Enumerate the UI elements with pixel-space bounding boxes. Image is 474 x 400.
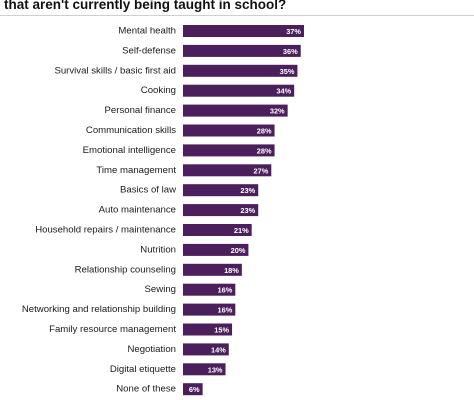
value-label: 16% [218, 286, 233, 295]
bar [183, 124, 275, 137]
category-label: Digital etiquette [110, 364, 176, 375]
value-label: 27% [253, 166, 268, 175]
bar [183, 303, 236, 316]
category-label: Self-defense [122, 45, 176, 56]
bar [183, 343, 229, 356]
value-label: 28% [257, 127, 272, 136]
value-label: 6% [189, 385, 200, 394]
value-label: 35% [280, 67, 295, 76]
value-label: 32% [270, 107, 285, 116]
bar [183, 243, 249, 256]
bar [183, 64, 298, 77]
category-label: Survival skills / basic first aid [54, 65, 176, 76]
category-label: Basics of law [120, 185, 176, 196]
value-label: 21% [234, 226, 249, 235]
value-label: 36% [283, 47, 298, 56]
bar [183, 25, 304, 37]
title-divider [0, 15, 474, 16]
category-label: Time management [96, 165, 176, 176]
bar [183, 263, 242, 276]
value-label: 34% [276, 87, 291, 96]
category-label: Sewing [145, 284, 176, 295]
value-label: 23% [240, 206, 255, 215]
bar [183, 164, 272, 177]
value-label: 16% [218, 306, 233, 315]
bar [183, 184, 259, 197]
category-label: Networking and relationship building [22, 304, 176, 315]
bar [183, 383, 203, 396]
category-label: None of these [116, 384, 176, 395]
category-label: Negotiation [127, 344, 176, 355]
value-label: 37% [286, 27, 301, 36]
value-label: 20% [231, 246, 246, 255]
bar [183, 104, 288, 117]
value-label: 13% [208, 365, 223, 374]
category-label: Household repairs / maintenance [35, 225, 176, 236]
value-label: 15% [214, 326, 229, 335]
bar [183, 144, 275, 157]
category-label: Personal finance [105, 105, 176, 116]
category-label: Nutrition [140, 244, 176, 255]
bar [183, 44, 301, 57]
bar [183, 204, 259, 217]
bar [183, 224, 252, 236]
category-label: Mental health [118, 26, 176, 37]
value-label: 28% [257, 146, 272, 155]
bar [183, 283, 236, 296]
category-label: Auto maintenance [99, 205, 176, 216]
value-label: 14% [211, 345, 226, 354]
category-label: Emotional intelligence [83, 145, 176, 156]
category-label: Relationship counseling [75, 264, 176, 275]
bar [183, 84, 295, 97]
bar [183, 363, 226, 376]
category-label: Communication skills [86, 125, 176, 136]
category-label: Family resource management [49, 324, 176, 335]
category-label: Cooking [141, 85, 176, 96]
bar [183, 323, 233, 336]
value-label: 23% [240, 186, 255, 195]
value-label: 18% [224, 266, 239, 275]
chart-title: that aren't currently being taught in sc… [4, 0, 287, 12]
